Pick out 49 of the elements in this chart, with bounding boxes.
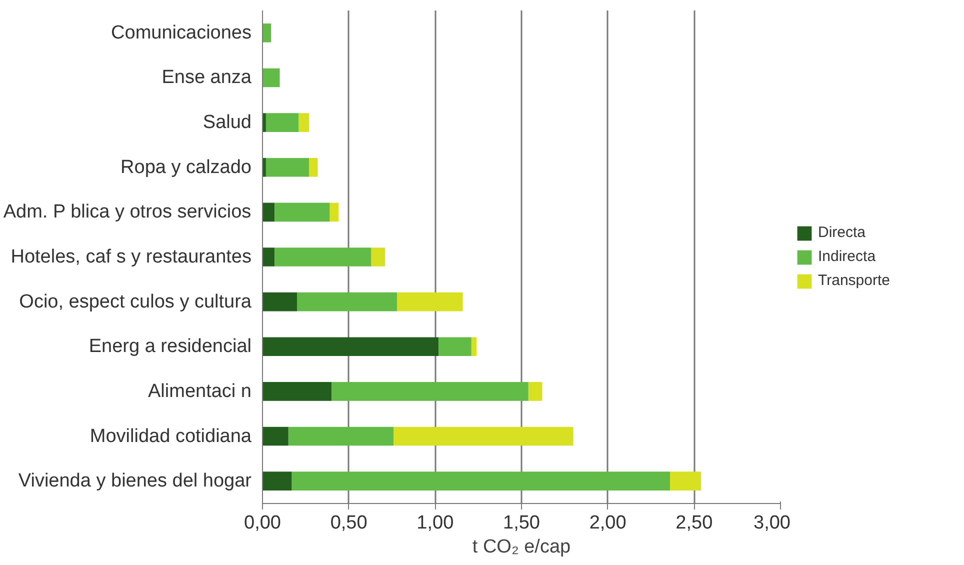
x-tick-label: 3,00 (754, 512, 791, 534)
bar (309, 158, 318, 177)
bar (330, 202, 338, 222)
x-tick-label: 1,50 (503, 512, 540, 534)
bar (262, 292, 298, 312)
bar (394, 426, 574, 446)
y-tick-label: Salud (202, 112, 252, 134)
y-tick-label: Vivienda y bienes del hogar (18, 470, 252, 492)
x-axis-title: t CO₂ e/cap (472, 536, 571, 558)
bar (670, 472, 702, 491)
bar (397, 292, 463, 312)
bar (262, 337, 439, 356)
bar (262, 426, 288, 446)
bar (262, 202, 275, 222)
y-tick-label: Ense anza (162, 67, 252, 88)
bar (266, 158, 310, 177)
x-tick-label: 2,50 (676, 512, 713, 534)
x-tick-label: 2,00 (589, 512, 626, 534)
bar (262, 472, 292, 491)
y-tick-label: Adm. P blica y otros servicios (3, 202, 252, 223)
x-tick-label: 0,00 (244, 512, 281, 534)
bar (274, 202, 330, 222)
bar (262, 248, 275, 266)
bar (274, 248, 372, 266)
bar (471, 337, 477, 356)
bar (292, 472, 670, 491)
bar (288, 426, 394, 446)
bar (262, 68, 280, 88)
bar (332, 382, 528, 401)
legend-label: Indirecta (818, 248, 876, 265)
bar (438, 337, 472, 356)
x-tick-label: 1,00 (416, 512, 454, 534)
y-tick-label: Energ a residencial (88, 336, 252, 358)
bar (262, 382, 332, 401)
bar (262, 23, 272, 42)
y-tick-label: Ropa y calzado (120, 156, 252, 178)
legend-label: Transporte (818, 272, 890, 289)
y-tick-label: Movilidad cotidiana (90, 426, 252, 447)
x-tick-label: 0,50 (330, 512, 368, 534)
bar (298, 113, 310, 132)
y-tick-label: Comunicaciones (111, 22, 252, 44)
bar (266, 113, 299, 132)
y-tick-label: Ocio, espect culos y cultura (19, 291, 252, 312)
bar (371, 248, 386, 266)
legend-label: Directa (818, 224, 866, 241)
y-tick-label: Alimentaci n (148, 380, 252, 402)
bar (528, 382, 542, 401)
bar (297, 292, 398, 312)
y-tick-label: Hoteles, caf s y restaurantes (10, 246, 252, 268)
